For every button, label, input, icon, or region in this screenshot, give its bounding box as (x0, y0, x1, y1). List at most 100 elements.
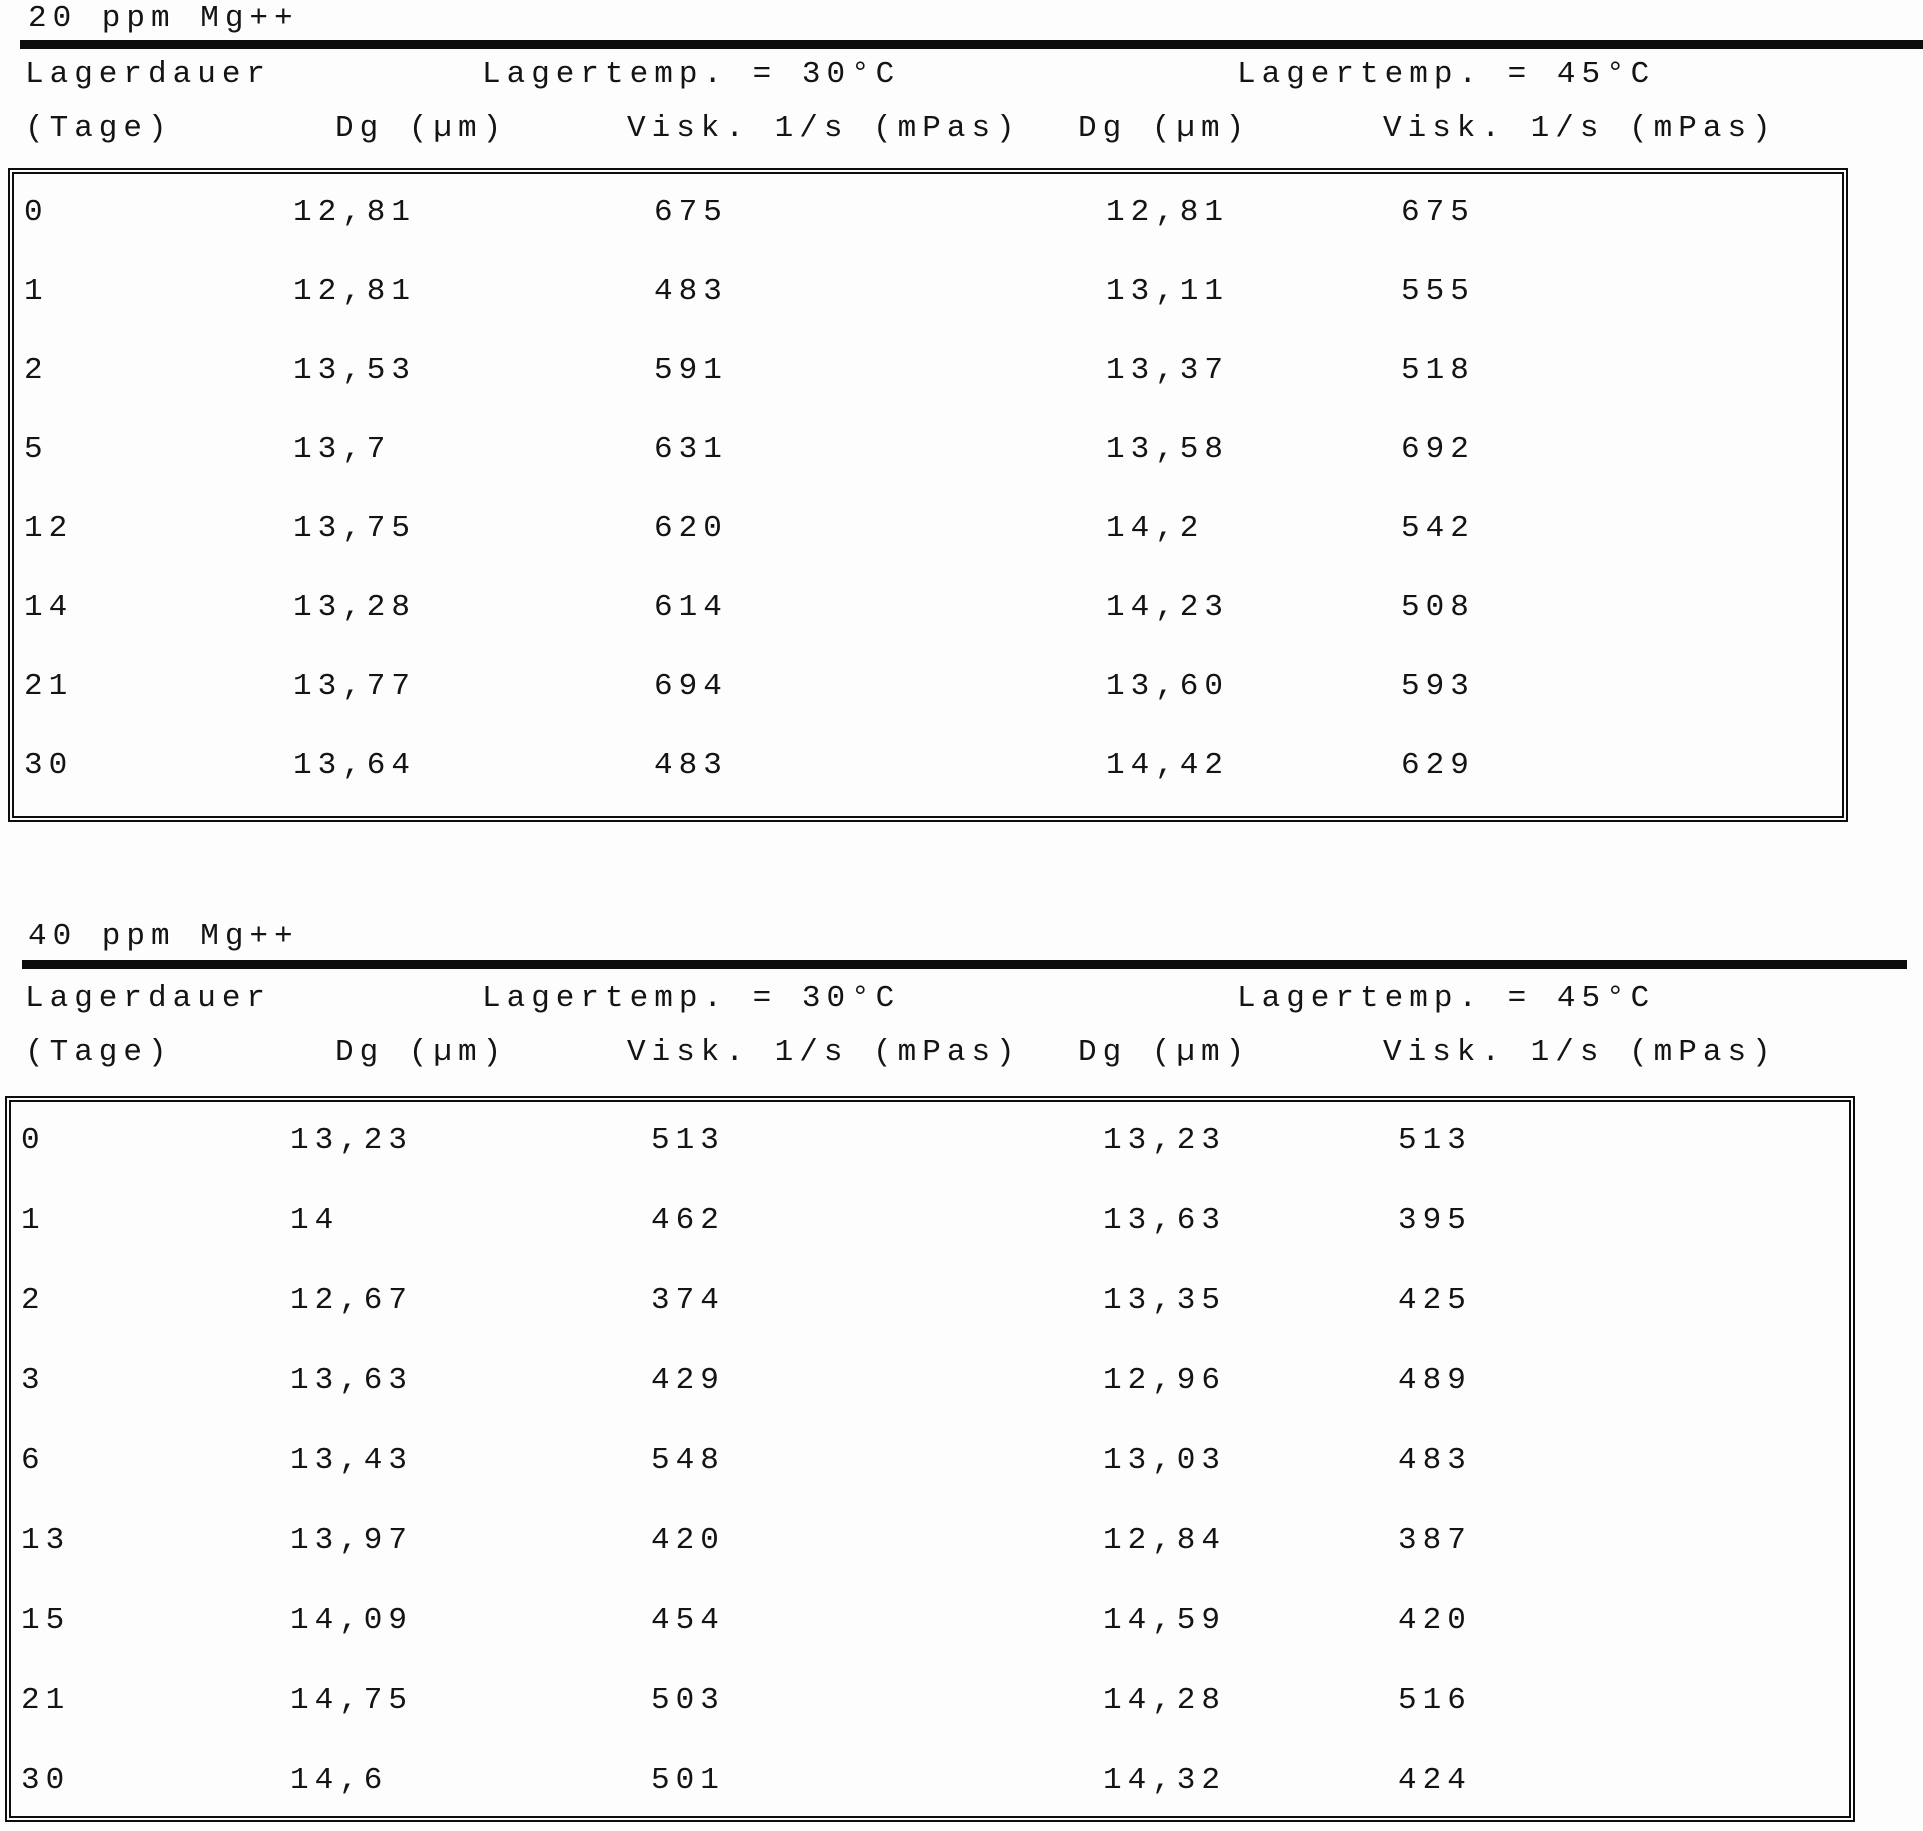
cell-visk-30: 631 (654, 432, 728, 467)
table-1-header-temp-30: Lagertemp. = 30°C (482, 57, 901, 92)
cell-visk-30: 429 (651, 1363, 725, 1398)
cell-dg-45: 13,35 (1103, 1283, 1227, 1318)
cell-visk-30: 620 (654, 511, 728, 546)
table-row: 1 14 462 13,63 395 (11, 1203, 1849, 1284)
table-2-header-visk-45: Visk. 1/s (mPas) (1383, 1035, 1777, 1070)
cell-days: 0 (24, 195, 49, 230)
cell-visk-45: 513 (1398, 1123, 1472, 1158)
table-1-title-rule (20, 40, 1923, 49)
table-row: 2 13,53 591 13,37 518 (14, 353, 1842, 433)
cell-visk-45: 424 (1398, 1763, 1472, 1798)
cell-dg-30: 13,63 (290, 1363, 414, 1398)
cell-days: 1 (24, 274, 49, 309)
cell-visk-45: 395 (1398, 1203, 1472, 1238)
cell-visk-45: 508 (1401, 590, 1475, 625)
cell-dg-45: 13,60 (1106, 669, 1230, 704)
table-row: 30 13,64 483 14,42 629 (14, 748, 1842, 816)
cell-dg-30: 13,7 (293, 432, 392, 467)
cell-visk-45: 593 (1401, 669, 1475, 704)
cell-days: 12 (24, 511, 74, 546)
table-row: 15 14,09 454 14,59 420 (11, 1603, 1849, 1684)
cell-visk-45: 542 (1401, 511, 1475, 546)
cell-days: 14 (24, 590, 74, 625)
cell-visk-45: 483 (1398, 1443, 1472, 1478)
cell-dg-45: 12,96 (1103, 1363, 1227, 1398)
cell-days: 6 (21, 1443, 46, 1478)
table-2-title-rule (22, 960, 1907, 969)
cell-days: 21 (24, 669, 74, 704)
cell-dg-30: 14,09 (290, 1603, 414, 1638)
cell-visk-30: 483 (654, 748, 728, 783)
cell-dg-30: 12,81 (293, 274, 417, 309)
table-row: 13 13,97 420 12,84 387 (11, 1523, 1849, 1604)
cell-visk-45: 692 (1401, 432, 1475, 467)
table-row: 2 12,67 374 13,35 425 (11, 1283, 1849, 1364)
cell-days: 30 (21, 1763, 71, 1798)
table-row: 12 13,75 620 14,2 542 (14, 511, 1842, 591)
table-2-header-duration: Lagerdauer (25, 981, 272, 1016)
cell-dg-30: 14,6 (290, 1763, 389, 1798)
cell-visk-30: 462 (651, 1203, 725, 1238)
cell-dg-30: 13,43 (290, 1443, 414, 1478)
table-2-header-dg-30: Dg (µm) (335, 1035, 508, 1070)
table-row: 5 13,7 631 13,58 692 (14, 432, 1842, 512)
cell-dg-45: 14,32 (1103, 1763, 1227, 1798)
cell-dg-45: 13,37 (1106, 353, 1230, 388)
cell-dg-30: 12,67 (290, 1283, 414, 1318)
table-row: 1 12,81 483 13,11 555 (14, 274, 1842, 354)
cell-visk-45: 387 (1398, 1523, 1472, 1558)
cell-dg-45: 12,84 (1103, 1523, 1227, 1558)
table-2-header-temp-30: Lagertemp. = 30°C (482, 981, 901, 1016)
cell-days: 0 (21, 1123, 46, 1158)
table-row: 21 14,75 503 14,28 516 (11, 1683, 1849, 1764)
table-1-header-dg-45: Dg (µm) (1078, 111, 1251, 146)
table-1-header-days-unit: (Tage) (25, 111, 173, 146)
cell-dg-45: 14,42 (1106, 748, 1230, 783)
cell-dg-45: 14,2 (1106, 511, 1205, 546)
cell-dg-30: 14 (290, 1203, 340, 1238)
cell-visk-30: 548 (651, 1443, 725, 1478)
cell-days: 21 (21, 1683, 71, 1718)
table-1-header-duration: Lagerdauer (25, 57, 272, 92)
cell-dg-45: 13,23 (1103, 1123, 1227, 1158)
cell-days: 2 (24, 353, 49, 388)
cell-dg-45: 13,11 (1106, 274, 1230, 309)
cell-visk-45: 675 (1401, 195, 1475, 230)
cell-days: 13 (21, 1523, 71, 1558)
cell-visk-45: 516 (1398, 1683, 1472, 1718)
cell-visk-45: 489 (1398, 1363, 1472, 1398)
table-2-header-visk-30: Visk. 1/s (mPas) (627, 1035, 1021, 1070)
cell-days: 30 (24, 748, 74, 783)
cell-days: 2 (21, 1283, 46, 1318)
cell-dg-30: 12,81 (293, 195, 417, 230)
table-row: 30 14,6 501 14,32 424 (11, 1763, 1849, 1816)
cell-dg-45: 14,23 (1106, 590, 1230, 625)
cell-visk-45: 518 (1401, 353, 1475, 388)
cell-dg-30: 13,53 (293, 353, 417, 388)
table-1-header-visk-45: Visk. 1/s (mPas) (1383, 111, 1777, 146)
cell-visk-30: 614 (654, 590, 728, 625)
table-row: 3 13,63 429 12,96 489 (11, 1363, 1849, 1444)
cell-days: 1 (21, 1203, 46, 1238)
cell-dg-45: 12,81 (1106, 195, 1230, 230)
cell-visk-45: 420 (1398, 1603, 1472, 1638)
cell-dg-30: 13,97 (290, 1523, 414, 1558)
cell-visk-30: 483 (654, 274, 728, 309)
table-row: 0 12,81 675 12,81 675 (14, 195, 1842, 275)
cell-dg-45: 13,63 (1103, 1203, 1227, 1238)
cell-dg-45: 14,59 (1103, 1603, 1227, 1638)
cell-visk-30: 374 (651, 1283, 725, 1318)
table-2-data-box: 0 13,23 513 13,23 513 1 14 462 13,63 395 2 12,67 374… (5, 1096, 1855, 1822)
table-1-header-visk-30: Visk. 1/s (mPas) (627, 111, 1021, 146)
cell-dg-45: 13,58 (1106, 432, 1230, 467)
table-1-header-temp-45: Lagertemp. = 45°C (1237, 57, 1656, 92)
cell-dg-30: 14,75 (290, 1683, 414, 1718)
cell-dg-30: 13,75 (293, 511, 417, 546)
cell-visk-30: 675 (654, 195, 728, 230)
cell-days: 5 (24, 432, 49, 467)
cell-visk-45: 555 (1401, 274, 1475, 309)
cell-visk-30: 501 (651, 1763, 725, 1798)
cell-visk-30: 694 (654, 669, 728, 704)
table-2-header-temp-45: Lagertemp. = 45°C (1237, 981, 1656, 1016)
